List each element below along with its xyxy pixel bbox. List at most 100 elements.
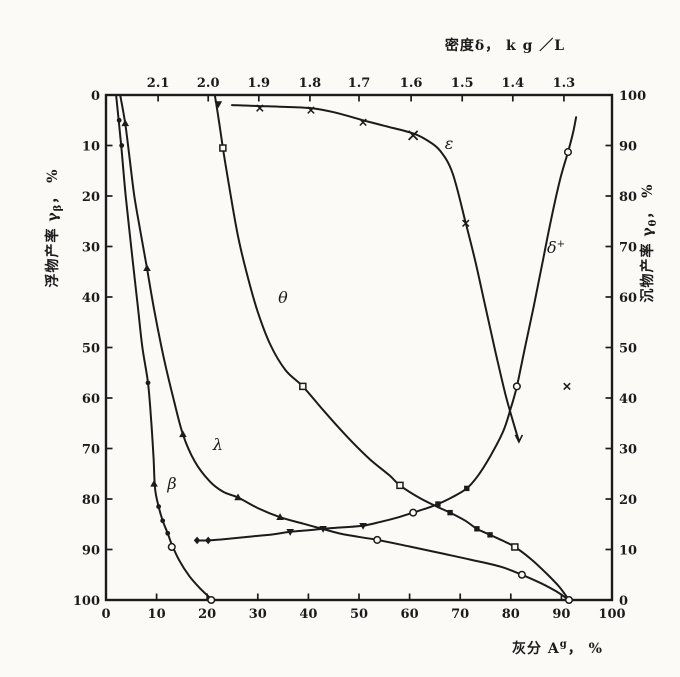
marker-dot	[165, 530, 171, 536]
marker-circle	[409, 508, 418, 517]
marker-square	[299, 382, 307, 391]
series-lambda-elementary-ash-curve: λ	[119, 94, 570, 601]
marker-circle	[564, 595, 574, 605]
y-axis-right-tick-label: 30	[619, 443, 637, 458]
density-axis-tick-label: 1.8	[299, 76, 322, 91]
density-axis-tick-label: 1.9	[247, 76, 270, 91]
marker-circle	[563, 148, 573, 157]
curve-delta-density-curve	[194, 116, 578, 542]
density-axis-tick-label: 1.3	[553, 76, 576, 91]
x-axis-tick-label: 70	[451, 607, 469, 622]
y-axis-right-tick-label: 40	[619, 392, 637, 407]
marker-tri-down	[319, 525, 327, 533]
marker-tri-up	[121, 119, 130, 127]
x-axis-tick-label: 60	[401, 607, 419, 622]
series-beta-float-ash-curve: β	[115, 94, 216, 605]
y-axis-right-tick-label: 0	[619, 594, 628, 609]
marker-dot	[145, 380, 151, 386]
float-yield-axis-title: 浮物产率 γβ， %	[44, 169, 64, 288]
marker-diamond	[193, 536, 201, 545]
curve-label-beta-float-ash-curve: β	[166, 474, 176, 493]
marker-diamond	[205, 536, 212, 545]
y-axis-right-tick-label: 10	[619, 544, 637, 559]
series-delta-density-curve: δ+	[193, 116, 578, 545]
x-axis-tick-label: 30	[249, 607, 267, 622]
curve-theta-sink-ash-curve	[213, 94, 570, 601]
marker-circle	[517, 570, 526, 579]
density-axis-tick-label: 1.6	[400, 76, 423, 91]
plot-border	[104, 93, 614, 602]
marker-cross	[462, 219, 470, 228]
marker-dot	[116, 117, 122, 123]
y-axis-left-tick-label: 30	[82, 241, 100, 256]
marker-dot	[160, 518, 166, 524]
density-axis-tick-label: 2.1	[147, 76, 170, 91]
marker-tri-down	[214, 101, 223, 109]
marker-arrow-down	[514, 434, 524, 444]
x-axis-tick-label: 50	[350, 607, 368, 622]
x-axis-tick-label: 0	[101, 607, 110, 622]
axis-ticks	[105, 94, 613, 601]
ash-axis-title: 灰分 Ag， %	[512, 639, 603, 657]
plot-frame	[104, 93, 614, 602]
marker-square	[511, 543, 519, 551]
marker-tri-down	[286, 529, 294, 536]
density-axis-tick-label: 2.0	[197, 76, 220, 91]
curve-label-theta-sink-ash-curve: θ	[278, 288, 288, 307]
curve-label-epsilon-recovery-curve: ε	[445, 134, 454, 153]
marker-tri-up	[276, 513, 284, 520]
marker-tri-up	[143, 264, 151, 272]
density-axis-title: 密度δ， k g ／L	[444, 37, 565, 54]
marker-dot	[156, 504, 162, 509]
y-axis-right-tick-label: 50	[619, 342, 637, 357]
y-axis-right-tick-label: 70	[619, 241, 637, 256]
x-axis-tick-label: 10	[148, 607, 166, 622]
y-axis-left-tick-label: 100	[73, 594, 100, 609]
marker-square-fill	[435, 501, 441, 507]
marker-circle	[207, 595, 216, 605]
y-axis-right-tick-label: 100	[619, 89, 646, 104]
marker-cross	[563, 382, 571, 391]
x-axis-tick-label: 80	[502, 607, 520, 622]
density-axis-tick-label: 1.4	[502, 76, 525, 91]
x-axis-tick-label: 90	[552, 607, 570, 622]
series-epsilon-recovery-curve: ε	[231, 104, 524, 444]
y-axis-right-tick-label: 90	[619, 140, 637, 155]
axis-titles: 密度δ， k g ／L 灰分 Ag， % 浮物产率 γβ， % 沉物产率 γθ， %	[44, 37, 659, 657]
marker-square	[219, 144, 227, 152]
marker-cross-big	[408, 130, 419, 141]
y-axis-right-tick-label: 20	[619, 493, 637, 508]
curve-label-lambda-elementary-ash-curve: λ	[212, 435, 223, 454]
marker-cross	[359, 118, 367, 127]
marker-square-fill	[474, 526, 480, 532]
marker-square-fill	[464, 485, 470, 492]
curve-beta-float-ash-curve	[115, 94, 214, 601]
stray-data-points	[563, 382, 571, 391]
marker-circle	[373, 535, 382, 544]
density-axis-tick-label: 1.5	[451, 76, 474, 91]
curve-lambda-elementary-ash-curve	[119, 94, 570, 601]
y-axis-right-tick-label: 80	[619, 190, 637, 205]
marker-cross	[307, 106, 315, 114]
y-axis-right-tick-label: 60	[619, 291, 637, 306]
x-axis-tick-label: 20	[198, 607, 216, 622]
axis-tick-labels: 0 10 20 30 40 50 60 70 80 90 100010203040506070809…	[73, 76, 646, 622]
sink-yield-axis-title: 沉物产率 γθ， %	[639, 184, 659, 303]
y-axis-left-tick-label: 40	[82, 291, 100, 306]
marker-square-fill	[447, 509, 453, 516]
y-axis-left-tick-label: 70	[82, 443, 100, 458]
y-axis-left-tick-label: 80	[82, 493, 100, 508]
y-axis-left-tick-label: 20	[82, 190, 100, 205]
y-axis-left-tick-label: 0	[91, 89, 100, 104]
marker-cross	[256, 104, 264, 112]
marker-square-fill	[487, 532, 493, 538]
y-axis-left-tick-label: 50	[82, 342, 100, 357]
curve-epsilon-recovery-curve	[231, 104, 520, 442]
marker-tri-up	[179, 430, 187, 438]
y-axis-left-tick-label: 10	[82, 140, 100, 155]
marker-tri-up	[234, 493, 242, 501]
curve-label-delta-density-curve: δ+	[547, 238, 565, 257]
marker-circle	[512, 382, 521, 391]
